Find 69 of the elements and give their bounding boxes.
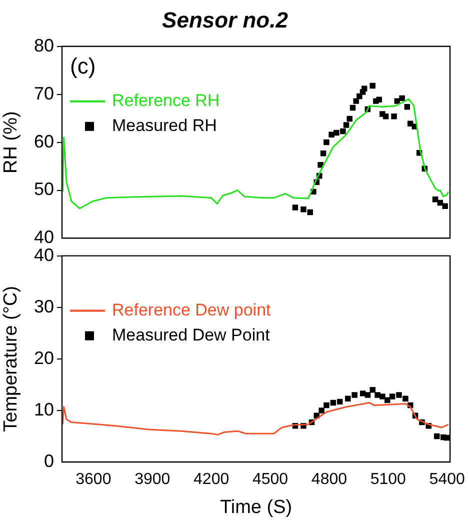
point <box>336 398 343 405</box>
y-tick-label: 40 <box>34 227 54 248</box>
point <box>345 396 351 402</box>
point <box>394 98 400 104</box>
point <box>399 95 405 102</box>
x-tick-label: 5100 <box>370 471 406 488</box>
point <box>442 203 448 209</box>
legend-label: Reference RH <box>112 91 220 110</box>
point <box>384 397 390 404</box>
x-tick-label: 3900 <box>134 471 170 488</box>
point <box>346 116 352 122</box>
y-axis-title: Temperature (°C) <box>0 286 22 432</box>
x-axis-title: Time (S) <box>220 496 292 518</box>
x-tick-label: 4500 <box>252 471 288 488</box>
y-tick-label: 40 <box>34 244 54 265</box>
x-tick-label: 5400 <box>429 471 466 488</box>
point <box>334 130 340 136</box>
point <box>376 96 382 102</box>
point <box>320 150 326 156</box>
point <box>343 122 350 128</box>
point <box>361 86 368 92</box>
point <box>370 82 376 89</box>
point <box>444 434 450 441</box>
point <box>374 392 380 398</box>
x-tick-label: 4800 <box>311 471 348 488</box>
point <box>432 196 438 202</box>
annotation: (c) <box>70 53 96 78</box>
x-tick-label: 4200 <box>194 471 230 488</box>
point <box>389 394 396 400</box>
chart-title: Sensor no.2 <box>162 7 289 32</box>
legend-label: Measured RH <box>112 116 217 136</box>
point <box>350 104 356 111</box>
point <box>396 392 402 398</box>
point <box>404 104 410 110</box>
point <box>364 392 371 398</box>
point <box>437 200 444 206</box>
y-tick-label: 80 <box>34 35 54 56</box>
legend-label: Measured Dew Point <box>112 325 270 344</box>
point <box>370 386 376 393</box>
point <box>353 98 359 104</box>
point <box>407 120 414 126</box>
point <box>356 93 362 100</box>
point <box>307 209 313 216</box>
y-axis-title: RH (%) <box>0 111 22 174</box>
point <box>380 394 386 400</box>
point <box>340 128 346 134</box>
legend-label: Reference Dew point <box>112 300 272 320</box>
point <box>391 114 397 120</box>
y-tick-label: 20 <box>34 348 54 368</box>
point <box>382 114 389 120</box>
point <box>324 402 330 408</box>
point <box>292 204 298 210</box>
y-tick-label: 30 <box>34 296 54 316</box>
point <box>328 132 334 138</box>
point <box>318 408 324 414</box>
point <box>318 162 324 168</box>
point <box>402 396 408 402</box>
point <box>352 392 358 398</box>
point <box>300 206 306 212</box>
y-tick-label: 60 <box>34 131 54 152</box>
y-tick-label: 70 <box>34 83 54 104</box>
y-tick-label: 50 <box>34 179 54 200</box>
point <box>360 390 366 396</box>
point <box>434 433 440 440</box>
point <box>330 400 336 406</box>
x-tick-label: 3600 <box>76 471 112 488</box>
y-tick-label: 0 <box>44 450 54 471</box>
y-tick-label: 10 <box>34 399 54 420</box>
point <box>324 139 330 146</box>
